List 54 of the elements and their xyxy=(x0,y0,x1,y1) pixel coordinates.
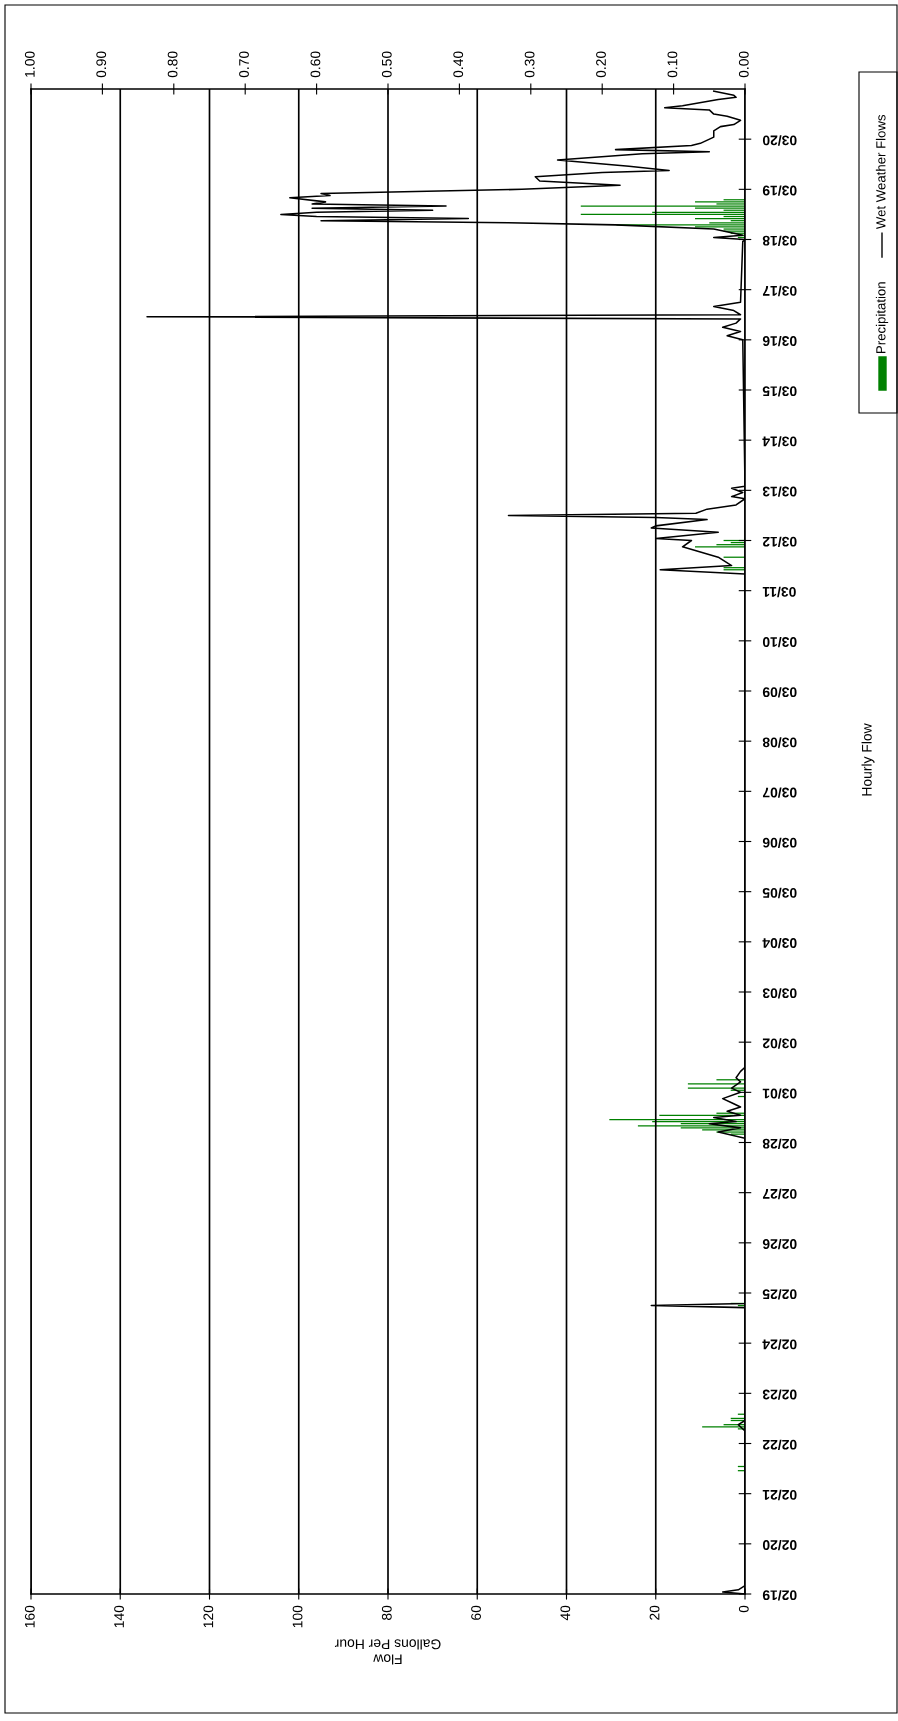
y-tick-label: 03/18 xyxy=(762,235,797,246)
x-tick-label: 40 xyxy=(560,1605,571,1621)
x-tick-label: 60 xyxy=(471,1605,481,1620)
y-tick-label: 02/28 xyxy=(762,1138,797,1149)
y-tick-label: 03/08 xyxy=(762,737,797,748)
y-tick-label: 02/23 xyxy=(762,1389,797,1400)
y-tick-label: 02/27 xyxy=(762,1188,797,1200)
y-tick-label: 03/12 xyxy=(762,536,797,547)
x2-tick-label: 0.80 xyxy=(167,51,178,78)
y-tick-label: 03/04 xyxy=(762,937,797,949)
x-axis-title: Flow Gallons Per Hour xyxy=(334,1639,441,1665)
y-tick-label: 03/14 xyxy=(762,436,797,447)
y-tick-label: 03/02 xyxy=(762,1038,797,1049)
y-tick-label: 03/07 xyxy=(762,787,797,798)
y-tick-label: 02/26 xyxy=(762,1238,797,1250)
y-tick-label: 02/19 xyxy=(762,1590,797,1601)
y-tick-label: 03/06 xyxy=(762,837,797,848)
x2-tick-label: 0.40 xyxy=(453,51,464,78)
x2-tick-label: 0.60 xyxy=(310,51,321,78)
y-tick-label: 02/24 xyxy=(762,1339,797,1350)
y-tick-label: 03/19 xyxy=(762,185,797,196)
x2-tick-label: 0.50 xyxy=(381,51,392,78)
x-tick-label: 120 xyxy=(203,1605,214,1628)
y-tick-label: 03/17 xyxy=(762,285,797,297)
x-tick-label: 160 xyxy=(24,1605,35,1628)
x-tick-label: 0 xyxy=(738,1605,749,1613)
y-tick-label: 03/03 xyxy=(762,988,797,999)
x-tick-label: 140 xyxy=(114,1605,124,1628)
y-tick-label: 02/20 xyxy=(762,1539,797,1551)
text: Wet Weather Flows xyxy=(875,114,886,230)
x-tick-label: 100 xyxy=(292,1605,303,1628)
y-tick-label: 03/16 xyxy=(762,335,797,347)
x2-tick-label: 0.20 xyxy=(596,51,606,78)
y-tick-label: 02/22 xyxy=(762,1439,797,1450)
y-tick-label: 03/01 xyxy=(762,1088,797,1099)
y-tick-label: 03/11 xyxy=(762,586,796,598)
x2-tick-label: 0.30 xyxy=(524,51,535,78)
y-tick-label: 02/25 xyxy=(762,1289,797,1300)
x2-tick-label: 0.90 xyxy=(96,51,107,78)
y-tick-label: 03/20 xyxy=(762,135,797,146)
y-tick-label: 03/09 xyxy=(762,687,797,698)
x2-tick-label: 0.10 xyxy=(667,51,678,78)
y-tick-label: 02/21 xyxy=(762,1489,797,1501)
x-tick-label: 20 xyxy=(649,1605,660,1620)
x2-tick-label: 0.70 xyxy=(239,51,249,78)
text: Precipitation xyxy=(875,282,889,353)
x-tick-label: 80 xyxy=(381,1605,392,1620)
x2-tick-label: 0.00 xyxy=(738,51,749,78)
y-tick-label: 03/15 xyxy=(762,386,797,397)
y-tick-label: 03/13 xyxy=(762,486,797,497)
y-tick-label: 03/05 xyxy=(762,887,797,899)
y-tick-label: 03/10 xyxy=(762,636,797,648)
text: Hourly Flow xyxy=(861,723,875,796)
x2-tick-label: 1.00 xyxy=(24,51,35,77)
